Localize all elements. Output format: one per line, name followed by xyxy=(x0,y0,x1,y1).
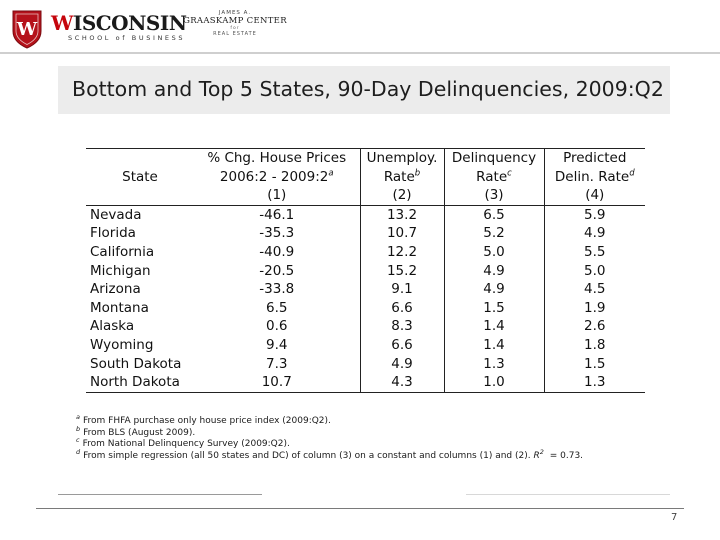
cell-price: 9.4 xyxy=(266,336,288,353)
header-delq-num: (3) xyxy=(443,186,544,206)
cell-pred: 2.6 xyxy=(543,317,645,336)
table-row: California -40.9 12.2 5.0 5.5 xyxy=(86,242,645,262)
uw-crest-icon: W xyxy=(12,10,42,49)
table-row: Alaska 0.6 8.3 1.4 2.6 xyxy=(86,317,645,336)
table-row: Nevada -46.1 13.2 6.5 5.9 xyxy=(86,205,645,225)
table-row: Montana 6.5 6.6 1.5 1.9 xyxy=(86,298,645,318)
cell-state: California xyxy=(90,243,155,260)
cell-delq: 5.2 xyxy=(443,224,544,243)
cell-delq: 1.4 xyxy=(443,317,544,336)
cell-price: -40.9 xyxy=(259,243,295,260)
table-row: Arizona -33.8 9.1 4.9 4.5 xyxy=(86,280,645,299)
cell-price: -20.5 xyxy=(259,262,295,279)
cell-state: Alaska xyxy=(90,318,135,335)
header-pred-line2: Delin. Rated xyxy=(543,167,645,187)
page-number: 7 xyxy=(671,512,678,523)
cell-price: 6.5 xyxy=(266,299,288,316)
cell-price: -35.3 xyxy=(259,225,295,242)
slide-title: Bottom and Top 5 States, 90-Day Delinque… xyxy=(72,77,664,101)
cell-state: North Dakota xyxy=(86,373,194,393)
title-band: Bottom and Top 5 States, 90-Day Delinque… xyxy=(58,66,670,114)
footer-divider xyxy=(36,508,684,509)
header-delq-line2: Ratec xyxy=(443,167,544,187)
header-pred-num: (4) xyxy=(543,186,645,206)
center-line1: JAMES A. xyxy=(218,10,252,16)
cell-pred: 5.0 xyxy=(543,261,645,281)
cell-pred: 4.9 xyxy=(543,224,645,243)
cell-unemp: 4.9 xyxy=(359,354,444,374)
cell-pred: 4.5 xyxy=(543,280,645,299)
header-divider xyxy=(0,52,720,54)
cell-state: Wyoming xyxy=(90,336,154,353)
header-unemp-line1: Unemploy. xyxy=(359,147,444,168)
cell-pred: 5.9 xyxy=(543,205,645,225)
cell-unemp: 9.1 xyxy=(359,280,444,299)
crest-letter: W xyxy=(16,19,38,40)
graaskamp-logo: JAMES A. GRAASKAMP CENTER for REAL ESTAT… xyxy=(180,10,290,48)
header-unemp-line2: Rateb xyxy=(359,167,444,187)
cell-unemp: 6.6 xyxy=(359,335,444,355)
header-state: State xyxy=(122,168,158,185)
cell-state: Arizona xyxy=(90,281,141,298)
school-subtitle: SCHOOL of BUSINESS xyxy=(68,34,186,42)
cell-delq: 1.5 xyxy=(443,298,544,318)
header-state-blank xyxy=(86,147,194,168)
cell-delq: 4.9 xyxy=(443,280,544,299)
cell-unemp: 6.6 xyxy=(359,298,444,318)
cell-unemp: 15.2 xyxy=(359,261,444,281)
footnote-a: a From FHFA purchase only house price ind… xyxy=(76,413,331,426)
cell-delq: 1.3 xyxy=(443,354,544,374)
cell-price: -46.1 xyxy=(259,206,295,223)
cell-delq: 6.5 xyxy=(443,205,544,225)
center-line4: REAL ESTATE xyxy=(213,31,257,37)
header-num-blank xyxy=(86,186,194,206)
cell-state: Nevada xyxy=(90,206,142,223)
cell-state: Montana xyxy=(90,299,149,316)
delinquency-table: % Chg. House Prices Unemploy. Delinquenc… xyxy=(86,147,645,393)
header-unemp-num: (2) xyxy=(359,186,444,206)
table-row: Florida -35.3 10.7 5.2 4.9 xyxy=(86,224,645,243)
cell-pred: 5.5 xyxy=(543,242,645,262)
footnotes: a From FHFA purchase only house price ind… xyxy=(76,413,584,462)
footnote-b: b From BLS (August 2009). xyxy=(76,424,196,438)
cell-pred: 1.3 xyxy=(543,373,645,393)
footnote-c: c From National Delinquency Survey (2009:… xyxy=(76,436,290,450)
table-row: North Dakota 10.7 4.3 1.0 1.3 xyxy=(86,373,645,393)
center-line2: GRAASKAMP CENTER xyxy=(183,16,287,26)
cell-unemp: 12.2 xyxy=(359,242,444,262)
school-name: WISCONSIN xyxy=(51,11,187,35)
header-price-line2: 2006:2 - 2009:2a xyxy=(219,168,334,185)
cell-pred: 1.5 xyxy=(543,354,645,374)
bottom-divider-left xyxy=(58,494,262,495)
table-row: South Dakota 7.3 4.9 1.3 1.5 xyxy=(86,354,645,374)
header-delq-line1: Delinquency xyxy=(443,147,544,168)
footnote-d: d From simple regression (all 50 states a… xyxy=(76,447,584,461)
header-price-line1: % Chg. House Prices xyxy=(194,147,360,168)
cell-price: 7.3 xyxy=(266,355,288,372)
cell-unemp: 10.7 xyxy=(359,224,444,243)
cell-price: 0.6 xyxy=(266,318,288,335)
slide-header: W WISCONSIN SCHOOL of BUSINESS JAMES A. … xyxy=(0,0,720,56)
cell-state: South Dakota xyxy=(90,355,182,372)
center-line3: for xyxy=(230,26,240,31)
cell-state: Michigan xyxy=(90,262,151,279)
cell-unemp: 13.2 xyxy=(359,205,444,225)
cell-unemp: 8.3 xyxy=(359,317,444,336)
cell-delq: 5.0 xyxy=(443,242,544,262)
cell-price: -33.8 xyxy=(259,281,295,298)
delinquency-table-container: % Chg. House Prices Unemploy. Delinquenc… xyxy=(86,147,645,393)
cell-delq: 1.0 xyxy=(443,373,544,393)
cell-delq: 4.9 xyxy=(443,261,544,281)
cell-pred: 1.9 xyxy=(543,298,645,318)
header-price-num: (1) xyxy=(194,186,360,206)
cell-price: 10.7 xyxy=(194,373,360,393)
header-pred-line1: Predicted xyxy=(543,147,645,168)
bottom-divider-right xyxy=(466,494,670,495)
table-row: Michigan -20.5 15.2 4.9 5.0 xyxy=(86,261,645,281)
cell-pred: 1.8 xyxy=(543,335,645,355)
cell-state: Florida xyxy=(90,225,136,242)
cell-unemp: 4.3 xyxy=(359,373,444,393)
table-row: Wyoming 9.4 6.6 1.4 1.8 xyxy=(86,335,645,355)
cell-delq: 1.4 xyxy=(443,335,544,355)
